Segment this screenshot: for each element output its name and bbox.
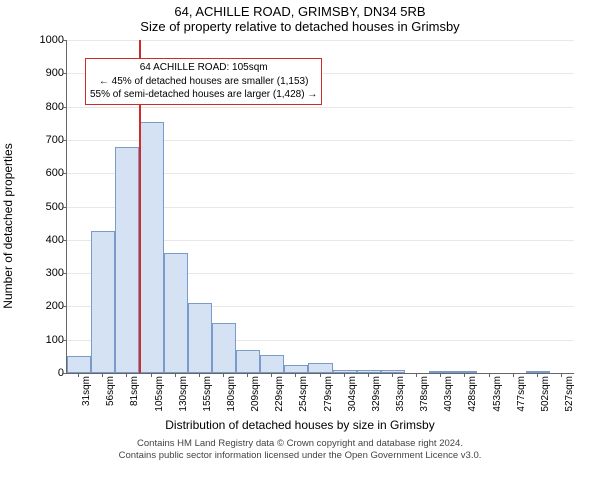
x-tick-label: 279sqm [323,376,334,426]
histogram-bar [308,363,332,373]
x-tick-label: 81sqm [129,376,140,426]
chart-subtitle: Size of property relative to detached ho… [0,19,600,36]
x-tick-label: 329sqm [371,376,382,426]
x-tick-label: 209sqm [250,376,261,426]
x-tick-label: 130sqm [178,376,189,426]
histogram-bar [91,231,115,373]
y-tick-label: 100 [24,334,64,346]
footer-attribution: Contains HM Land Registry data © Crown c… [0,438,600,463]
footer-line2: Contains public sector information licen… [0,450,600,462]
x-tick-label: 105sqm [154,376,165,426]
x-tick-label: 502sqm [540,376,551,426]
histogram-bar [429,371,453,373]
x-tick-label: 180sqm [226,376,237,426]
histogram-bar [284,365,308,373]
y-tick-label: 800 [24,101,64,113]
histogram-bar [260,355,284,373]
chart-container: Number of detached properties 64 ACHILLE… [20,36,580,416]
y-tick-label: 1000 [24,34,64,46]
histogram-bar [164,253,188,373]
y-tick-label: 400 [24,234,64,246]
x-tick-label: 527sqm [564,376,575,426]
x-tick-label: 428sqm [467,376,478,426]
y-tick-label: 600 [24,167,64,179]
histogram-bar [236,350,260,373]
x-tick-label: 31sqm [81,376,92,426]
x-tick-label: 477sqm [516,376,527,426]
histogram-bar [139,122,163,373]
x-tick-label: 254sqm [298,376,309,426]
histogram-bar [188,303,212,373]
histogram-bar [67,356,91,373]
x-tick-label: 56sqm [105,376,116,426]
x-tick-label: 353sqm [395,376,406,426]
y-tick-label: 200 [24,300,64,312]
y-tick-label: 700 [24,134,64,146]
histogram-bar [115,147,139,373]
y-tick-label: 500 [24,201,64,213]
annotation-box: 64 ACHILLE ROAD: 105sqm← 45% of detached… [85,58,322,105]
y-tick-label: 900 [24,67,64,79]
annotation-line: ← 45% of detached houses are smaller (1,… [90,75,317,89]
x-tick-label: 229sqm [274,376,285,426]
histogram-bar [212,323,236,373]
annotation-line: 55% of semi-detached houses are larger (… [90,88,317,102]
x-tick-label: 304sqm [347,376,358,426]
page-title: 64, ACHILLE ROAD, GRIMSBY, DN34 5RB [0,0,600,19]
x-tick-label: 403sqm [443,376,454,426]
x-tick-label: 155sqm [202,376,213,426]
y-axis-label: Number of detached properties [1,143,15,308]
x-tick-label: 378sqm [419,376,430,426]
y-tick-label: 300 [24,267,64,279]
y-tick-label: 0 [24,367,64,379]
histogram-bar [453,371,477,373]
x-tick-label: 453sqm [492,376,503,426]
footer-line1: Contains HM Land Registry data © Crown c… [0,438,600,450]
annotation-line: 64 ACHILLE ROAD: 105sqm [90,61,317,75]
plot-area: 64 ACHILLE ROAD: 105sqm← 45% of detached… [66,40,574,374]
